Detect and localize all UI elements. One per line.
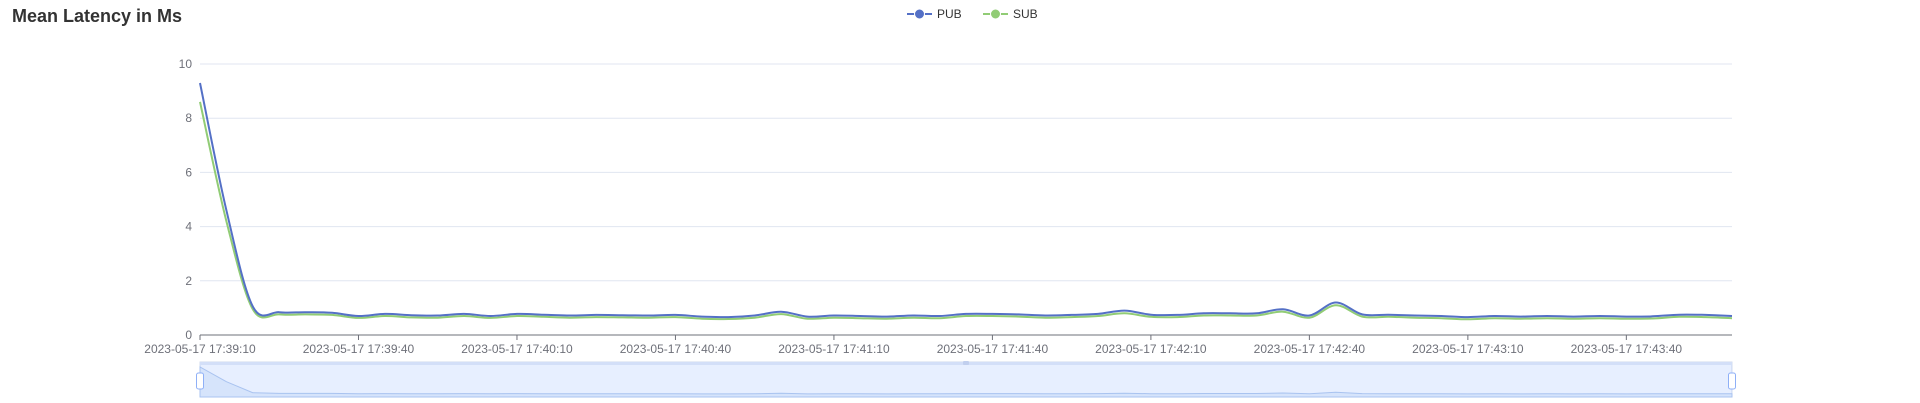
legend-marker	[914, 8, 925, 20]
zoom-selected-range[interactable]	[200, 362, 1732, 397]
legend-label: PUB	[937, 7, 962, 21]
x-tick-label: 2023-05-17 17:39:40	[303, 342, 415, 356]
x-tick-label: 2023-05-17 17:43:10	[1412, 342, 1524, 356]
zoom-track	[199, 361, 1733, 398]
y-tick-label: 4	[185, 220, 192, 234]
series-layer	[199, 82, 1733, 321]
zoom-preview-area	[199, 366, 1733, 398]
legend-item-pub[interactable]: PUB	[907, 7, 962, 21]
y-tick-label: 6	[185, 165, 192, 179]
y-axis: 0 2 4 6 8 10	[179, 57, 193, 342]
zoom-move-handle[interactable]	[963, 361, 969, 365]
legend-item-sub[interactable]: SUB	[983, 7, 1038, 21]
legend-marker	[990, 8, 1001, 20]
x-tick-label: 2023-05-17 17:42:40	[1254, 342, 1366, 356]
chart-title: Mean Latency in Ms	[12, 6, 183, 26]
legend[interactable]: PUB SUB	[907, 7, 1038, 21]
zoom-handle-right[interactable]	[1728, 372, 1736, 390]
x-tick-label: 2023-05-17 17:43:40	[1571, 342, 1683, 356]
y-tick-label: 0	[185, 328, 192, 342]
x-tick-label: 2023-05-17 17:41:10	[778, 342, 890, 356]
series-sub-line	[199, 101, 1733, 321]
x-tick-label: 2023-05-17 17:40:40	[620, 342, 732, 356]
y-tick-label: 8	[185, 111, 192, 125]
legend-label: SUB	[1013, 7, 1038, 21]
series-pub-line	[199, 82, 1733, 319]
x-axis: 2023-05-17 17:39:10 2023-05-17 17:39:40 20…	[144, 334, 1732, 356]
x-tick-label: 2023-05-17 17:41:40	[937, 342, 1049, 356]
x-tick-label: 2023-05-17 17:42:10	[1095, 342, 1207, 356]
y-tick-label: 10	[179, 57, 193, 71]
data-zoom-slider[interactable]	[196, 361, 1736, 398]
x-tick-label: 2023-05-17 17:39:10	[144, 342, 256, 356]
y-tick-label: 2	[185, 274, 192, 288]
zoom-handle-left[interactable]	[196, 372, 204, 390]
grid-lines	[200, 63, 1732, 282]
x-tick-label: 2023-05-17 17:40:10	[461, 342, 573, 356]
